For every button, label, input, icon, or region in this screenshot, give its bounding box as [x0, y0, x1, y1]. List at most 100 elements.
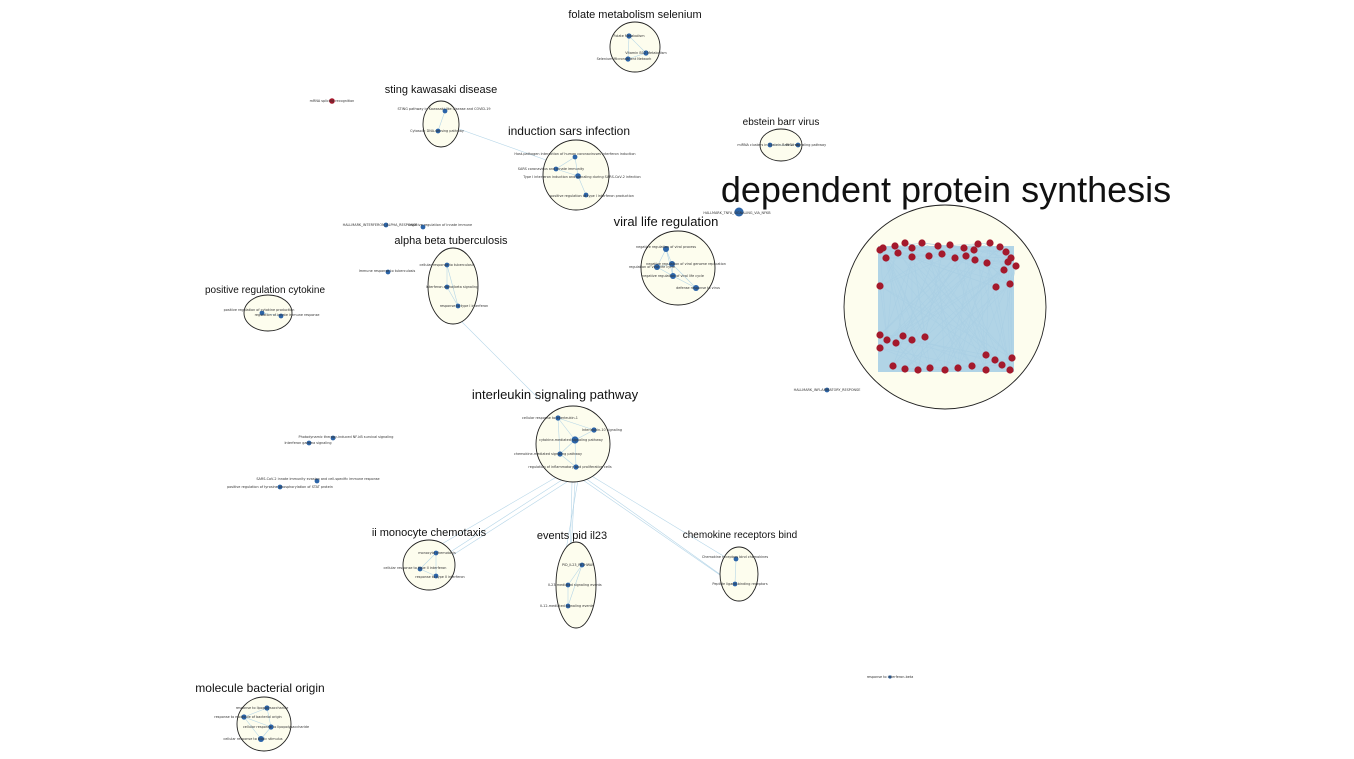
node[interactable]	[876, 331, 884, 339]
node[interactable]	[583, 192, 589, 198]
node[interactable]	[882, 254, 890, 262]
node[interactable]	[876, 282, 884, 290]
node[interactable]	[306, 440, 312, 446]
node[interactable]	[625, 56, 631, 62]
node[interactable]	[385, 269, 391, 275]
node[interactable]	[899, 332, 907, 340]
node[interactable]	[663, 246, 669, 252]
node[interactable]	[934, 242, 942, 250]
node[interactable]	[974, 240, 982, 248]
node[interactable]	[565, 603, 571, 609]
node[interactable]	[1000, 266, 1008, 274]
node[interactable]	[259, 310, 265, 316]
node[interactable]	[433, 573, 439, 579]
node[interactable]	[383, 222, 389, 228]
node[interactable]	[918, 239, 926, 247]
node[interactable]	[795, 142, 801, 148]
node[interactable]	[908, 253, 916, 261]
node[interactable]	[968, 362, 976, 370]
node[interactable]	[921, 333, 929, 341]
node[interactable]	[330, 435, 336, 441]
node[interactable]	[733, 556, 739, 562]
node[interactable]	[971, 256, 979, 264]
node[interactable]	[277, 484, 283, 490]
node-label: cellular response to type II interferon	[384, 566, 447, 570]
node[interactable]	[883, 336, 891, 344]
node[interactable]	[626, 33, 632, 39]
node[interactable]	[314, 478, 320, 484]
node[interactable]	[876, 246, 884, 254]
node[interactable]	[417, 566, 423, 572]
node[interactable]	[442, 108, 448, 114]
node[interactable]	[268, 724, 274, 730]
node[interactable]	[1002, 248, 1010, 256]
node[interactable]	[693, 285, 699, 291]
node[interactable]	[926, 364, 934, 372]
node[interactable]	[986, 239, 994, 247]
node[interactable]	[901, 239, 909, 247]
node[interactable]	[575, 173, 581, 179]
node[interactable]	[908, 244, 916, 252]
node[interactable]	[278, 313, 284, 319]
node[interactable]	[654, 264, 660, 270]
node[interactable]	[998, 361, 1006, 369]
node[interactable]	[557, 451, 563, 457]
node[interactable]	[892, 339, 900, 347]
node-label: response to interferon-beta	[867, 675, 914, 679]
node[interactable]	[264, 705, 270, 711]
node[interactable]	[553, 166, 559, 172]
node[interactable]	[876, 344, 884, 352]
node[interactable]	[982, 366, 990, 374]
node[interactable]	[767, 142, 773, 148]
node[interactable]	[455, 303, 461, 309]
node[interactable]	[433, 550, 439, 556]
node[interactable]	[954, 364, 962, 372]
node[interactable]	[925, 252, 933, 260]
node[interactable]	[444, 284, 450, 290]
node[interactable]	[1008, 354, 1016, 362]
node[interactable]	[643, 50, 649, 56]
node[interactable]	[908, 336, 916, 344]
node[interactable]	[824, 387, 830, 393]
node[interactable]	[946, 241, 954, 249]
node[interactable]	[1012, 262, 1020, 270]
node[interactable]	[983, 259, 991, 267]
node[interactable]	[938, 250, 946, 258]
node[interactable]	[941, 366, 949, 374]
node[interactable]	[1004, 258, 1012, 266]
node[interactable]	[670, 273, 676, 279]
node[interactable]	[894, 249, 902, 257]
node[interactable]	[420, 224, 426, 230]
node[interactable]	[572, 154, 578, 160]
node[interactable]	[329, 98, 335, 104]
node[interactable]	[732, 581, 738, 587]
node[interactable]	[555, 415, 561, 421]
node[interactable]	[435, 128, 441, 134]
node[interactable]	[888, 675, 892, 679]
node[interactable]	[565, 582, 571, 588]
node[interactable]	[1006, 280, 1014, 288]
node[interactable]	[970, 246, 978, 254]
node[interactable]	[579, 562, 585, 568]
node[interactable]	[901, 365, 909, 373]
node[interactable]	[991, 356, 999, 364]
node[interactable]	[571, 436, 579, 444]
node[interactable]	[1006, 366, 1014, 374]
node[interactable]	[258, 736, 264, 742]
node[interactable]	[960, 244, 968, 252]
node[interactable]	[962, 252, 970, 260]
node[interactable]	[889, 362, 897, 370]
node-label: Immune response to tuberculosis	[359, 269, 416, 273]
node[interactable]	[982, 351, 990, 359]
node[interactable]	[444, 262, 450, 268]
node[interactable]	[591, 427, 597, 433]
node[interactable]	[734, 207, 744, 217]
node[interactable]	[992, 283, 1000, 291]
node[interactable]	[573, 464, 579, 470]
node[interactable]	[891, 242, 899, 250]
node[interactable]	[951, 254, 959, 262]
node[interactable]	[669, 261, 675, 267]
node[interactable]	[914, 366, 922, 374]
node[interactable]	[996, 243, 1004, 251]
node[interactable]	[241, 714, 247, 720]
